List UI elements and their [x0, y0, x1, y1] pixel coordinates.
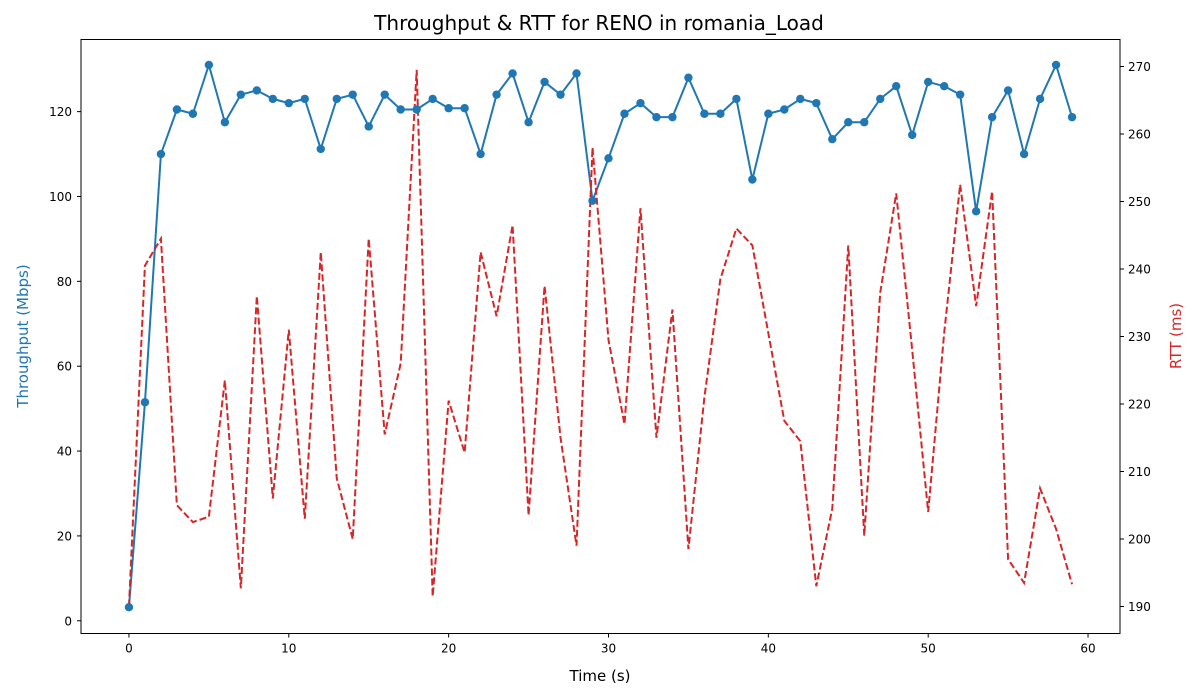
y-axis-left-title: Throughput (Mbps) — [14, 264, 32, 408]
plot-area — [124, 60, 1077, 612]
throughput-point — [1067, 112, 1077, 122]
throughput-point — [700, 109, 709, 118]
throughput-point — [860, 118, 869, 127]
throughput-point — [188, 109, 198, 118]
y-right-tick-label: 200 — [1128, 533, 1151, 547]
throughput-point — [284, 98, 293, 108]
throughput-point — [236, 90, 246, 99]
throughput-point — [892, 81, 901, 91]
throughput-point — [716, 109, 725, 118]
throughput-point — [764, 109, 773, 118]
throughput-point — [428, 94, 437, 104]
throughput-point — [732, 94, 741, 104]
y-left-tick-label: 80 — [57, 275, 72, 289]
x-axis-title: Time (s) — [569, 667, 631, 685]
throughput-point — [220, 118, 230, 127]
throughput-point — [412, 105, 421, 114]
axes: 0 10 20 30 40 50 60 0 20 40 60 80 100 120 190 200 210 220… — [49, 60, 1151, 656]
throughput-point — [1051, 60, 1061, 70]
throughput-point — [939, 81, 949, 91]
y-right-tick-label: 210 — [1128, 465, 1151, 479]
y-left-tick-label: 120 — [49, 105, 72, 119]
throughput-point — [476, 149, 485, 159]
throughput-point — [492, 90, 501, 99]
throughput-point — [124, 602, 134, 612]
throughput-point — [1035, 94, 1045, 104]
throughput-point — [796, 94, 805, 104]
throughput-point — [460, 104, 469, 113]
throughput-point — [524, 118, 533, 127]
x-tick-label: 0 — [125, 642, 133, 656]
throughput-point — [140, 398, 150, 407]
throughput-point — [268, 94, 278, 104]
x-tick-label: 40 — [761, 642, 776, 656]
throughput-point — [396, 105, 405, 114]
throughput-point — [652, 112, 661, 122]
throughput-point — [444, 104, 453, 113]
throughput-point — [252, 86, 262, 95]
throughput-point — [348, 90, 357, 99]
y-right-tick-label: 260 — [1128, 128, 1151, 142]
throughput-point — [540, 77, 549, 87]
throughput-point — [172, 105, 182, 114]
throughput-point — [844, 118, 853, 127]
y-left-tick-label: 60 — [57, 360, 72, 374]
throughput-point — [876, 94, 885, 104]
y-left-tick-label: 40 — [57, 445, 72, 459]
y-right-tick-label: 190 — [1128, 600, 1151, 614]
throughput-point — [604, 154, 613, 163]
x-tick-label: 20 — [441, 642, 456, 656]
x-tick-label: 30 — [601, 642, 616, 656]
throughput-point — [971, 207, 981, 216]
chart-title: Throughput & RTT for RENO in romania_Loa… — [373, 11, 824, 35]
throughput-point — [1019, 149, 1029, 159]
throughput-point — [955, 90, 965, 99]
y-left-tick-label: 100 — [49, 190, 72, 204]
throughput-point — [636, 98, 645, 108]
throughput-point — [588, 196, 597, 205]
y-right-tick-label: 240 — [1128, 263, 1151, 277]
throughput-point — [556, 90, 565, 99]
throughput-point — [508, 69, 517, 78]
y-left-tick-label: 0 — [64, 614, 72, 628]
y-axis-right-title: RTT (ms) — [1167, 303, 1185, 369]
throughput-point — [156, 149, 166, 159]
throughput-point — [332, 94, 341, 104]
throughput-point — [748, 175, 757, 184]
throughput-point — [364, 122, 373, 131]
y-right-tick-label: 220 — [1128, 398, 1151, 412]
throughput-point — [780, 105, 789, 114]
y-right-tick-label: 230 — [1128, 330, 1151, 344]
x-tick-label: 50 — [921, 642, 936, 656]
throughput-point — [684, 73, 693, 82]
throughput-point — [300, 94, 309, 104]
throughput-point — [620, 109, 629, 118]
throughput-point — [828, 135, 837, 144]
throughput-point — [1003, 86, 1013, 95]
throughput-point — [908, 130, 917, 140]
throughput-point — [572, 69, 581, 78]
throughput-point — [923, 77, 933, 87]
throughput-point — [668, 112, 677, 122]
rtt-series-line — [127, 69, 1074, 607]
throughput-point — [380, 90, 389, 99]
y-left-tick-label: 20 — [57, 529, 72, 543]
y-right-tick-label: 270 — [1128, 60, 1151, 74]
y-right-tick-label: 250 — [1128, 195, 1151, 209]
x-tick-label: 60 — [1080, 642, 1095, 656]
throughput-point — [316, 144, 325, 154]
throughput-point — [987, 112, 997, 122]
throughput-point — [812, 98, 821, 108]
throughput-point — [204, 60, 214, 70]
x-tick-label: 10 — [281, 642, 296, 656]
